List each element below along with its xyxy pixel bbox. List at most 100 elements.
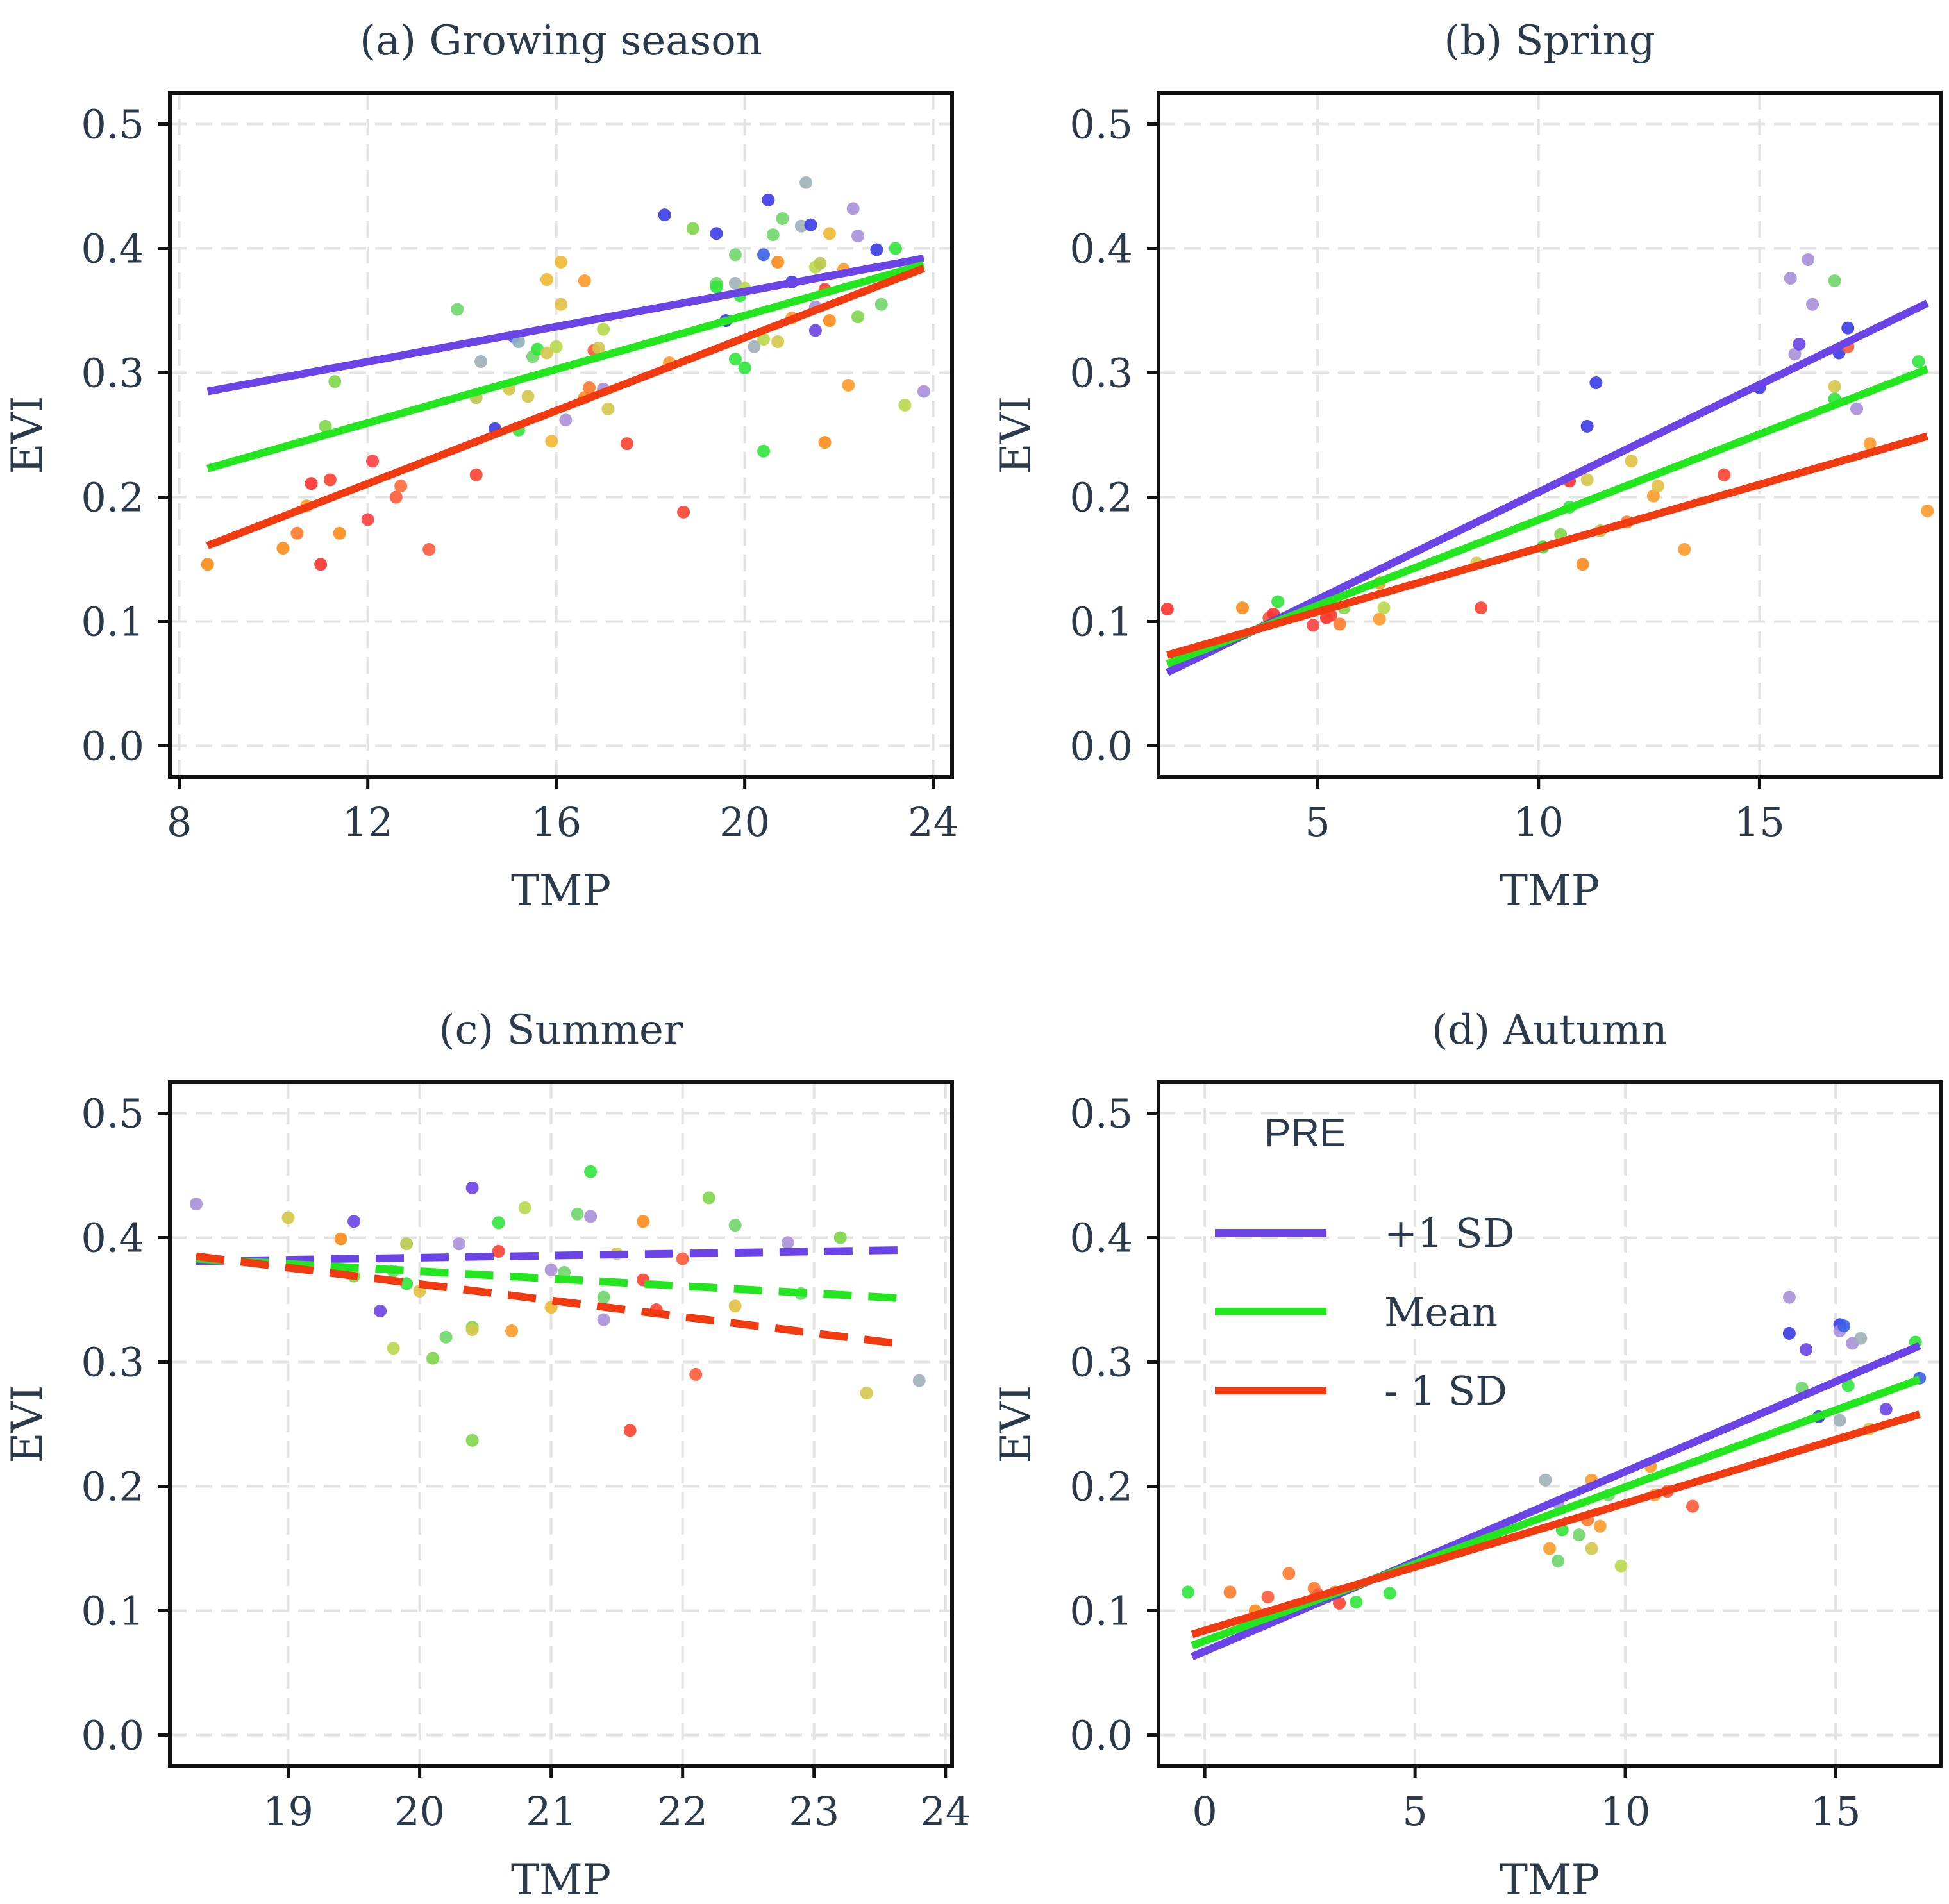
- data-point: [1678, 542, 1691, 556]
- y-tick-label: 0.0: [81, 1712, 144, 1759]
- data-point: [776, 212, 789, 225]
- x-tick-label: 24: [908, 799, 958, 846]
- data-point: [677, 505, 690, 519]
- x-tick-label: 5: [1305, 799, 1330, 846]
- data-point: [728, 1299, 742, 1313]
- x-tick-label: 10: [1600, 1788, 1651, 1835]
- data-point: [1802, 253, 1815, 266]
- x-tick-label: 15: [1811, 1788, 1861, 1835]
- data-point: [1223, 1585, 1237, 1599]
- data-point: [465, 1323, 479, 1337]
- x-tick-label: 21: [526, 1788, 576, 1835]
- data-point: [333, 526, 346, 540]
- data-point: [601, 402, 615, 415]
- data-point: [1782, 1290, 1796, 1304]
- panel-title: (b) Spring: [1444, 17, 1655, 65]
- regression-line: [196, 1252, 907, 1349]
- x-tick-label: 22: [657, 1788, 708, 1835]
- y-tick-label: 0.1: [81, 1588, 144, 1635]
- x-tick-label: 10: [1513, 799, 1564, 846]
- x-tick-label: 19: [263, 1788, 314, 1835]
- data-point: [597, 1313, 610, 1326]
- data-point: [521, 390, 535, 403]
- data-point: [1333, 617, 1346, 631]
- data-point: [1160, 603, 1174, 616]
- data-point: [314, 558, 328, 571]
- x-tick-label: 20: [719, 799, 770, 846]
- data-point: [1718, 468, 1731, 481]
- data-point: [571, 1207, 584, 1221]
- data-point: [898, 398, 912, 412]
- data-point: [1800, 1343, 1813, 1357]
- data-point: [771, 335, 785, 348]
- gridlines: [170, 1082, 952, 1766]
- data-point: [1793, 337, 1806, 351]
- regression-lines: [1166, 299, 1929, 676]
- y-tick-label: 0.1: [1069, 1588, 1133, 1635]
- data-points: [1181, 1290, 1927, 1617]
- data-point: [518, 1201, 531, 1214]
- x-axis-label: TMP: [511, 866, 611, 915]
- data-point: [474, 355, 488, 369]
- data-point: [818, 436, 832, 449]
- data-point: [1806, 297, 1819, 311]
- regression-line: [206, 260, 925, 472]
- data-point: [1543, 1542, 1556, 1555]
- data-point: [366, 455, 380, 468]
- data-point: [544, 1263, 558, 1276]
- data-point: [201, 558, 214, 571]
- data-point: [738, 361, 751, 374]
- data-point: [1782, 1326, 1796, 1340]
- data-point: [1614, 1559, 1628, 1573]
- data-point: [728, 353, 742, 366]
- data-point: [728, 248, 742, 262]
- data-point: [1333, 1596, 1346, 1610]
- plot-frame: [1157, 1080, 1943, 1768]
- y-tick-label: 0.3: [1069, 1339, 1133, 1386]
- data-points: [1160, 253, 1934, 632]
- gridlines: [1159, 93, 1941, 777]
- data-point: [658, 208, 671, 222]
- data-point: [710, 280, 723, 294]
- data-point: [290, 526, 304, 540]
- data-point: [757, 333, 771, 346]
- y-axis-label: EVI: [991, 1385, 1041, 1464]
- x-tick-label: 16: [531, 799, 581, 846]
- regression-lines: [1191, 1342, 1921, 1660]
- data-point: [1181, 1585, 1194, 1599]
- y-axis-label: EVI: [991, 396, 1041, 474]
- data-point: [578, 274, 591, 287]
- data-point: [781, 1236, 794, 1249]
- data-point: [540, 346, 553, 360]
- data-point: [540, 273, 553, 286]
- legend-label: Mean: [1384, 1289, 1498, 1335]
- data-point: [823, 314, 836, 328]
- data-point: [1282, 1567, 1296, 1580]
- data-point: [422, 542, 436, 556]
- data-point: [1589, 376, 1603, 390]
- data-point: [814, 256, 827, 270]
- data-point: [1580, 419, 1594, 433]
- data-point: [689, 1367, 703, 1381]
- y-tick-label: 0.3: [81, 1339, 144, 1386]
- data-point: [1576, 558, 1589, 571]
- data-point: [762, 193, 775, 206]
- legend: PRE +1 SD Mean - 1 SD: [1215, 1111, 1514, 1414]
- data-point: [451, 303, 464, 316]
- data-point: [281, 1211, 295, 1224]
- data-point: [1854, 1332, 1868, 1345]
- y-tick-label: 0.2: [1069, 1464, 1133, 1510]
- data-point: [623, 1424, 637, 1437]
- gridlines: [1159, 1082, 1941, 1766]
- y-tick-label: 0.2: [81, 474, 144, 521]
- regression-lines: [196, 1246, 907, 1349]
- data-point: [851, 230, 865, 243]
- data-point: [469, 468, 483, 481]
- data-point: [637, 1215, 650, 1228]
- regression-line: [1191, 1410, 1921, 1639]
- y-tick-label: 0.0: [1069, 1712, 1133, 1759]
- y-tick-label: 0.4: [1069, 226, 1133, 272]
- data-point: [1261, 1591, 1275, 1604]
- y-tick-label: 0.5: [81, 1090, 144, 1137]
